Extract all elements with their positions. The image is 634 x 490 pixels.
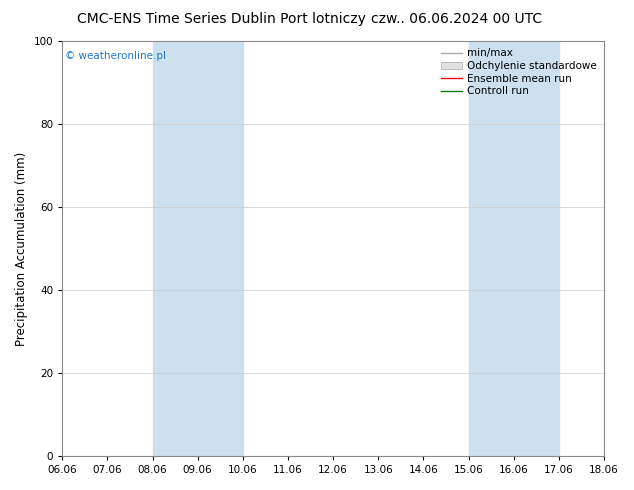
Y-axis label: Precipitation Accumulation (mm): Precipitation Accumulation (mm): [15, 151, 28, 345]
Text: © weatheronline.pl: © weatheronline.pl: [65, 51, 166, 61]
Text: czw.. 06.06.2024 00 UTC: czw.. 06.06.2024 00 UTC: [371, 12, 542, 26]
Legend: min/max, Odchylenie standardowe, Ensemble mean run, Controll run: min/max, Odchylenie standardowe, Ensembl…: [439, 46, 599, 98]
Bar: [469, 41, 559, 456]
Bar: [153, 41, 243, 456]
Text: CMC-ENS Time Series Dublin Port lotniczy: CMC-ENS Time Series Dublin Port lotniczy: [77, 12, 366, 26]
